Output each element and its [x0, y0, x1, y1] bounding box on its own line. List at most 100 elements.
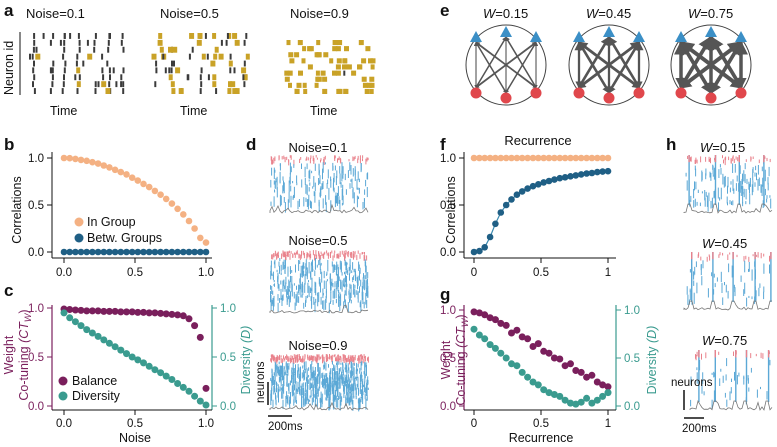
c-xlabel: Noise — [119, 431, 151, 445]
spike — [352, 262, 354, 270]
spike — [320, 282, 321, 293]
spike — [270, 393, 272, 406]
spike — [323, 280, 325, 289]
spike — [341, 189, 343, 201]
spike — [325, 195, 327, 205]
spike — [727, 290, 729, 299]
point-diversity-12 — [128, 353, 136, 361]
spike — [33, 60, 35, 67]
spike — [278, 261, 280, 267]
inhibitory-node — [675, 87, 687, 99]
point-in-group-9 — [111, 166, 119, 174]
spike — [294, 252, 295, 255]
population-trace — [269, 304, 369, 314]
spike — [702, 260, 704, 269]
point-in-group-2 — [481, 154, 489, 162]
spike — [285, 369, 287, 375]
spike — [63, 39, 66, 46]
spike — [271, 379, 273, 383]
spike — [739, 165, 741, 174]
spike — [349, 397, 351, 406]
panel-label-d: d — [246, 135, 256, 154]
spike — [362, 383, 364, 395]
spike — [303, 397, 305, 407]
g-ytick-right-05: 0.5 — [624, 353, 640, 365]
spike — [727, 254, 729, 260]
edge — [608, 42, 640, 94]
burst — [754, 252, 756, 302]
spike — [293, 373, 295, 384]
spike — [307, 282, 309, 293]
spike — [315, 258, 316, 270]
spike — [345, 375, 347, 378]
spike — [695, 354, 696, 359]
spike — [731, 265, 733, 278]
point-in-group-20 — [174, 205, 181, 213]
spike — [695, 181, 697, 190]
spike — [282, 375, 284, 381]
spike — [282, 186, 284, 194]
spike — [287, 70, 293, 76]
spike — [741, 178, 743, 190]
spike — [770, 198, 772, 209]
spike — [324, 251, 326, 255]
spike — [270, 390, 272, 399]
h-raster-w-0.75 — [689, 350, 773, 412]
spike — [337, 370, 338, 383]
burst-red — [714, 155, 717, 163]
spike — [290, 155, 292, 160]
c-legend-diversity: Diversity — [72, 389, 121, 403]
spike — [337, 253, 338, 259]
spike — [731, 378, 732, 382]
spike — [330, 385, 332, 395]
spike — [243, 60, 246, 67]
spike — [724, 157, 726, 161]
spike — [288, 279, 290, 292]
spike — [348, 354, 350, 359]
spike — [289, 162, 291, 175]
point-balance-7 — [100, 307, 108, 315]
point-diversity-22 — [185, 387, 193, 395]
spike — [270, 285, 271, 290]
spike — [300, 157, 302, 160]
spike — [275, 395, 277, 405]
spike — [277, 280, 279, 285]
point-in-group-14 — [545, 154, 553, 162]
spike — [304, 371, 306, 380]
spike — [749, 193, 751, 205]
spike — [769, 195, 771, 198]
spike — [767, 182, 769, 191]
spike — [288, 52, 294, 58]
c-ylabel-ct: (CT — [17, 321, 31, 343]
spike — [733, 284, 735, 289]
spike — [727, 176, 729, 188]
spike — [694, 159, 696, 164]
spike — [344, 367, 346, 370]
spike — [345, 396, 347, 405]
spike — [320, 70, 326, 76]
spike — [338, 290, 340, 294]
spike — [349, 356, 351, 363]
spike — [270, 266, 272, 276]
spike — [342, 357, 344, 362]
spike — [308, 357, 310, 362]
spike — [332, 255, 334, 261]
spike — [333, 394, 335, 401]
spike — [273, 295, 275, 307]
spike — [700, 264, 702, 276]
spike — [730, 387, 732, 394]
spike — [274, 250, 276, 257]
spike — [307, 357, 309, 361]
point-balance-24 — [196, 333, 204, 341]
spike — [319, 367, 321, 379]
spike — [327, 179, 329, 184]
spike — [696, 367, 698, 371]
spike — [309, 254, 311, 260]
spike — [704, 190, 706, 201]
c-points — [60, 305, 210, 409]
g-ylabel-cotuning-text: Co-tuning — [454, 351, 468, 405]
spike — [363, 279, 365, 291]
spike — [62, 53, 65, 60]
population-trace — [269, 203, 369, 214]
spike — [212, 74, 217, 81]
